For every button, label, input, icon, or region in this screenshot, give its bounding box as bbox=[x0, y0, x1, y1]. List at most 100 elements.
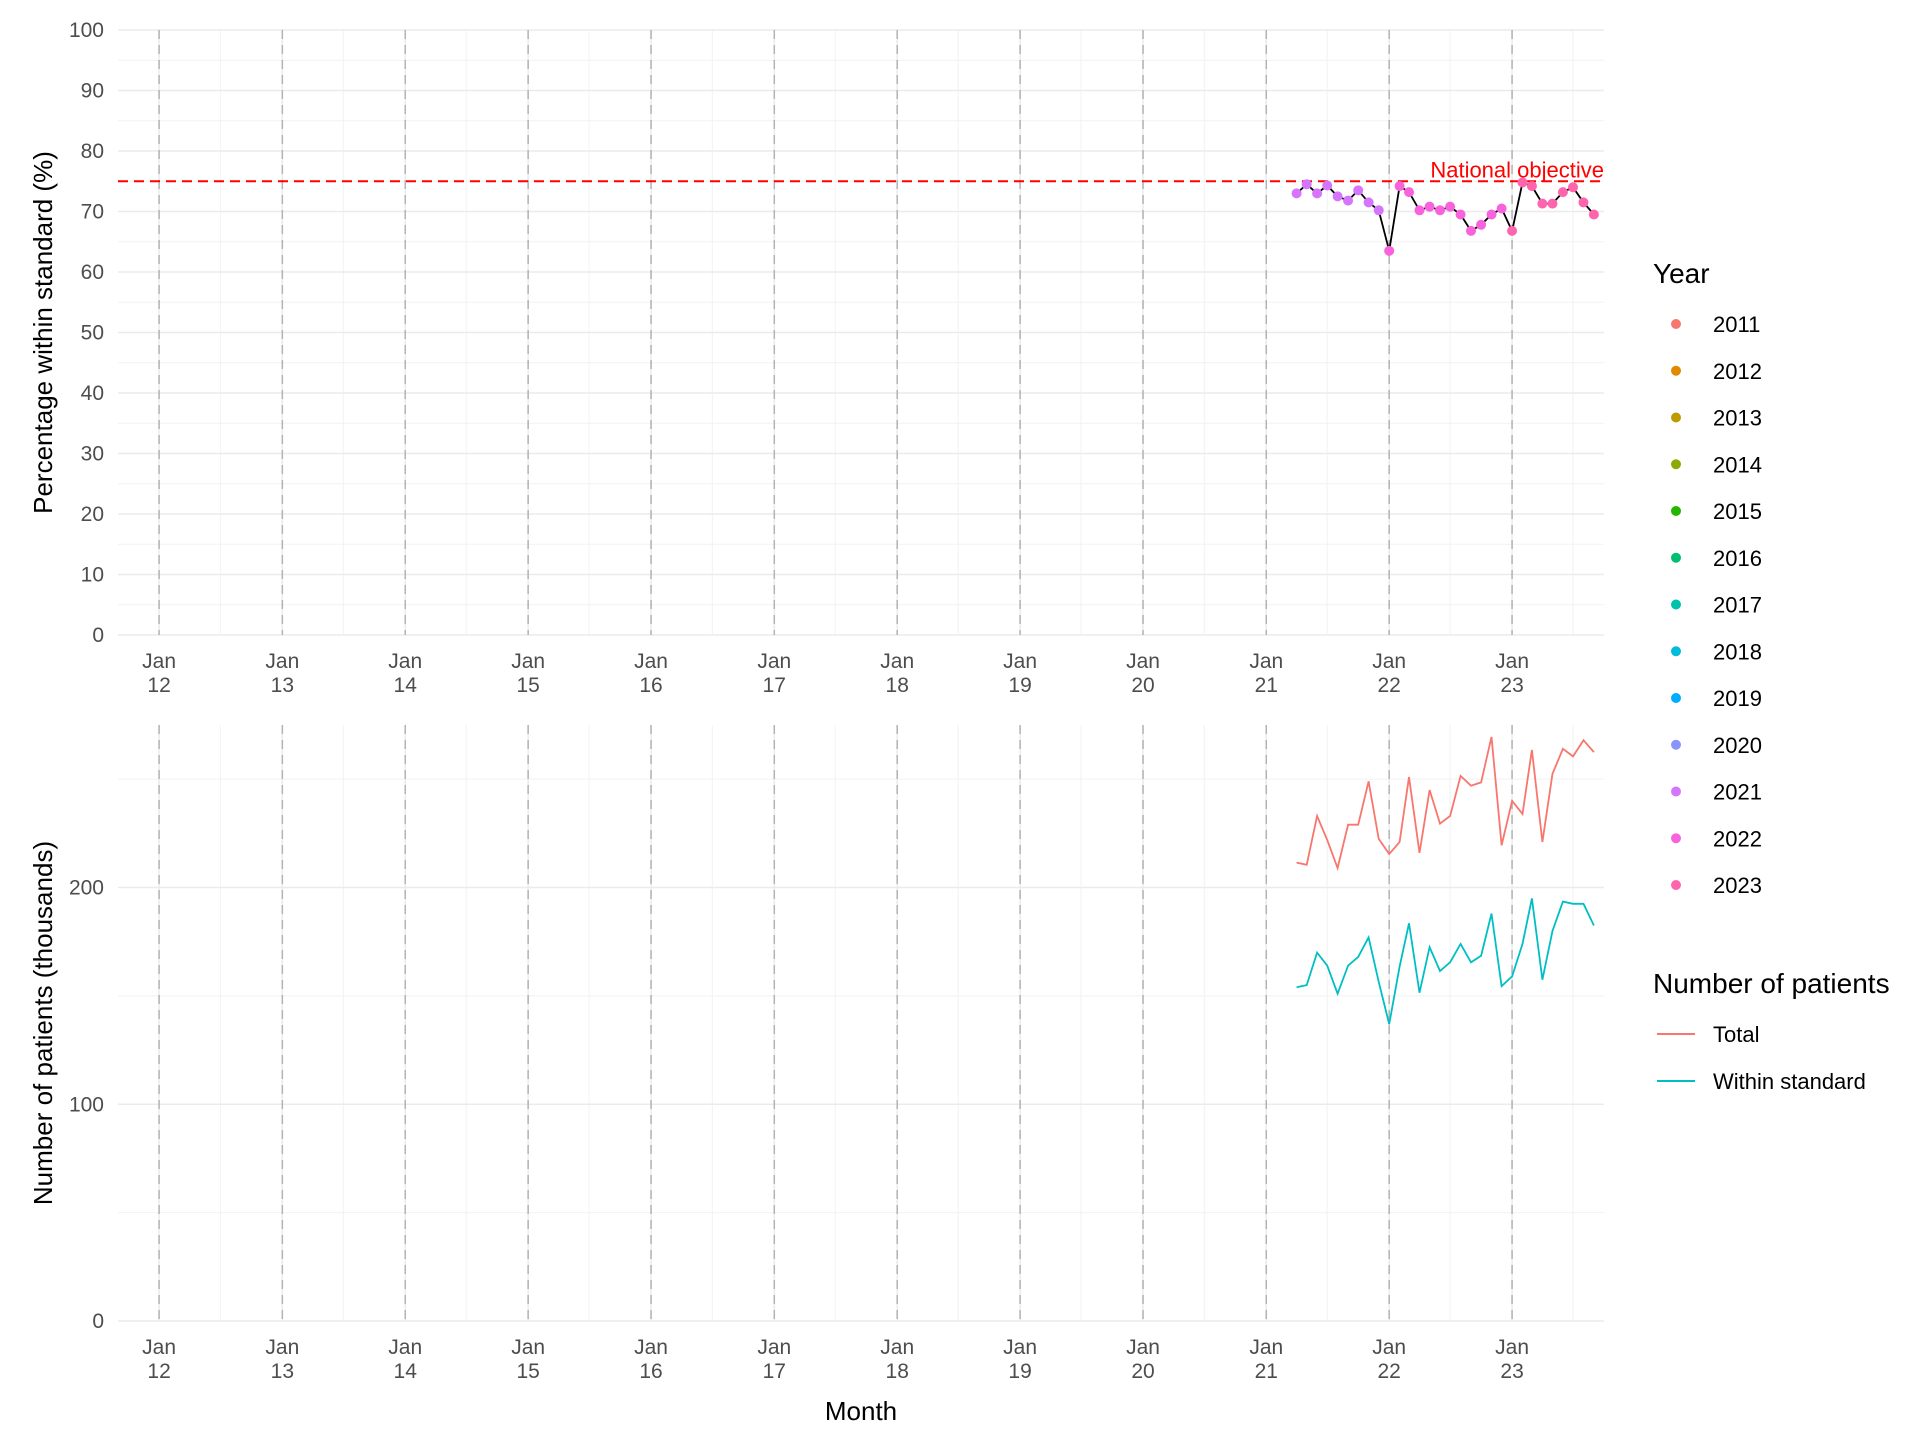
data-point-2023 bbox=[1588, 209, 1599, 220]
legend-key-2021 bbox=[1671, 786, 1681, 797]
legend-patients: Number of patients Total Within standard bbox=[1653, 968, 1890, 1094]
x-tick-label-month: Jan bbox=[1126, 650, 1160, 673]
x-tick-label-month: Jan bbox=[757, 1336, 791, 1359]
x-tick-label-year: 21 bbox=[1255, 674, 1278, 697]
data-point-2022 bbox=[1486, 209, 1497, 220]
x-tick-label-year: 16 bbox=[639, 674, 662, 697]
x-tick-label-month: Jan bbox=[142, 1336, 176, 1359]
x-tick-label-month: Jan bbox=[1003, 1336, 1037, 1359]
data-point-2021 bbox=[1312, 188, 1323, 199]
x-tick-label-year: 14 bbox=[394, 1360, 418, 1383]
legend-key-2014 bbox=[1671, 459, 1681, 470]
data-point-2022 bbox=[1455, 209, 1466, 220]
y-axis-title: Percentage within standard (%) bbox=[28, 151, 58, 514]
national-objective-label: National objective bbox=[1430, 157, 1604, 182]
data-point-2023 bbox=[1526, 181, 1537, 192]
x-tick-label-year: 16 bbox=[639, 1360, 662, 1383]
series-line-total bbox=[1296, 736, 1595, 872]
legend-title-patients: Number of patients bbox=[1653, 968, 1890, 999]
data-point-2022 bbox=[1465, 225, 1476, 236]
x-tick-label-year: 12 bbox=[147, 674, 170, 697]
x-tick-label-month: Jan bbox=[388, 1336, 422, 1359]
x-tick-label-year: 22 bbox=[1377, 1360, 1400, 1383]
y-tick-label: 20 bbox=[81, 503, 104, 526]
data-point-2023 bbox=[1537, 198, 1548, 209]
x-tick-label-month: Jan bbox=[265, 1336, 299, 1359]
x-tick-label-month: Jan bbox=[634, 650, 668, 673]
legend-label-2023: 2023 bbox=[1713, 873, 1762, 898]
y-tick-label: 0 bbox=[92, 624, 104, 647]
x-tick-label-month: Jan bbox=[1249, 650, 1283, 673]
y-tick-label: 0 bbox=[92, 1310, 104, 1333]
x-tick-label-month: Jan bbox=[880, 1336, 914, 1359]
legend-label-2017: 2017 bbox=[1713, 593, 1762, 618]
y-tick-label: 40 bbox=[81, 382, 104, 405]
legend-label-2014: 2014 bbox=[1713, 452, 1762, 477]
legend-label-within-standard: Within standard bbox=[1713, 1069, 1866, 1094]
x-axis-title: Month bbox=[825, 1396, 897, 1426]
y-tick-label: 90 bbox=[81, 80, 104, 103]
data-point-2022 bbox=[1414, 205, 1425, 216]
y-tick-label: 10 bbox=[81, 564, 104, 587]
legend-label-2013: 2013 bbox=[1713, 406, 1762, 431]
data-point-2023 bbox=[1557, 187, 1568, 198]
series-line-within-standard bbox=[1296, 898, 1595, 1025]
y-tick-label: 200 bbox=[69, 877, 104, 900]
x-tick-label-month: Jan bbox=[1003, 650, 1037, 673]
x-tick-label-year: 14 bbox=[394, 674, 418, 697]
data-point-2022 bbox=[1445, 201, 1456, 212]
y-tick-label: 70 bbox=[81, 201, 104, 224]
top-panel: 0102030405060708090100Jan12Jan13Jan14Jan… bbox=[28, 19, 1604, 697]
x-tick-label-month: Jan bbox=[511, 1336, 545, 1359]
x-tick-label-year: 23 bbox=[1500, 1360, 1523, 1383]
legend-label-2018: 2018 bbox=[1713, 639, 1762, 664]
x-tick-label-year: 18 bbox=[886, 674, 909, 697]
y-tick-label: 100 bbox=[69, 1093, 104, 1116]
data-point-2021 bbox=[1363, 197, 1374, 208]
data-point-2021 bbox=[1353, 185, 1364, 196]
data-point-2021 bbox=[1291, 188, 1302, 199]
data-point-2023 bbox=[1547, 198, 1558, 209]
x-tick-label-month: Jan bbox=[265, 650, 299, 673]
x-tick-label-year: 23 bbox=[1500, 674, 1523, 697]
x-tick-label-month: Jan bbox=[1495, 1336, 1529, 1359]
x-tick-label-year: 20 bbox=[1131, 674, 1154, 697]
x-tick-label-year: 22 bbox=[1377, 674, 1400, 697]
x-tick-label-month: Jan bbox=[388, 650, 422, 673]
data-point-2022 bbox=[1476, 219, 1487, 230]
x-tick-label-month: Jan bbox=[1372, 650, 1406, 673]
data-point-2021 bbox=[1343, 195, 1354, 206]
legend-label-total: Total bbox=[1713, 1022, 1759, 1047]
y-tick-label: 50 bbox=[81, 322, 104, 345]
legend-key-2013 bbox=[1671, 412, 1681, 423]
legend-key-2018 bbox=[1671, 646, 1681, 657]
x-tick-label-year: 15 bbox=[516, 1360, 539, 1383]
x-tick-label-year: 21 bbox=[1255, 1360, 1278, 1383]
x-tick-label-month: Jan bbox=[142, 650, 176, 673]
legend-key-2012 bbox=[1671, 365, 1681, 376]
x-tick-label-year: 19 bbox=[1008, 1360, 1031, 1383]
data-point-2021 bbox=[1322, 180, 1333, 191]
data-point-2022 bbox=[1424, 201, 1435, 212]
x-tick-label-month: Jan bbox=[634, 1336, 668, 1359]
x-tick-label-month: Jan bbox=[511, 650, 545, 673]
y-tick-label: 60 bbox=[81, 261, 104, 284]
x-tick-label-year: 20 bbox=[1131, 1360, 1154, 1383]
x-tick-label-year: 13 bbox=[271, 1360, 294, 1383]
legend-label-2016: 2016 bbox=[1713, 546, 1762, 571]
legend-label-2021: 2021 bbox=[1713, 780, 1762, 805]
legend-key-2022 bbox=[1671, 833, 1681, 844]
x-tick-label-month: Jan bbox=[1126, 1336, 1160, 1359]
data-point-2021 bbox=[1373, 205, 1384, 216]
data-point-2021 bbox=[1301, 179, 1312, 190]
legend-label-2011: 2011 bbox=[1713, 312, 1760, 337]
x-tick-label-year: 17 bbox=[763, 674, 786, 697]
legend-key-2015 bbox=[1671, 506, 1681, 516]
x-tick-label-month: Jan bbox=[1495, 650, 1529, 673]
legend-key-2020 bbox=[1671, 739, 1681, 750]
data-point-2023 bbox=[1568, 182, 1579, 193]
x-tick-label-year: 17 bbox=[763, 1360, 786, 1383]
data-point-2022 bbox=[1435, 205, 1446, 216]
legend-key-2011 bbox=[1671, 319, 1681, 329]
